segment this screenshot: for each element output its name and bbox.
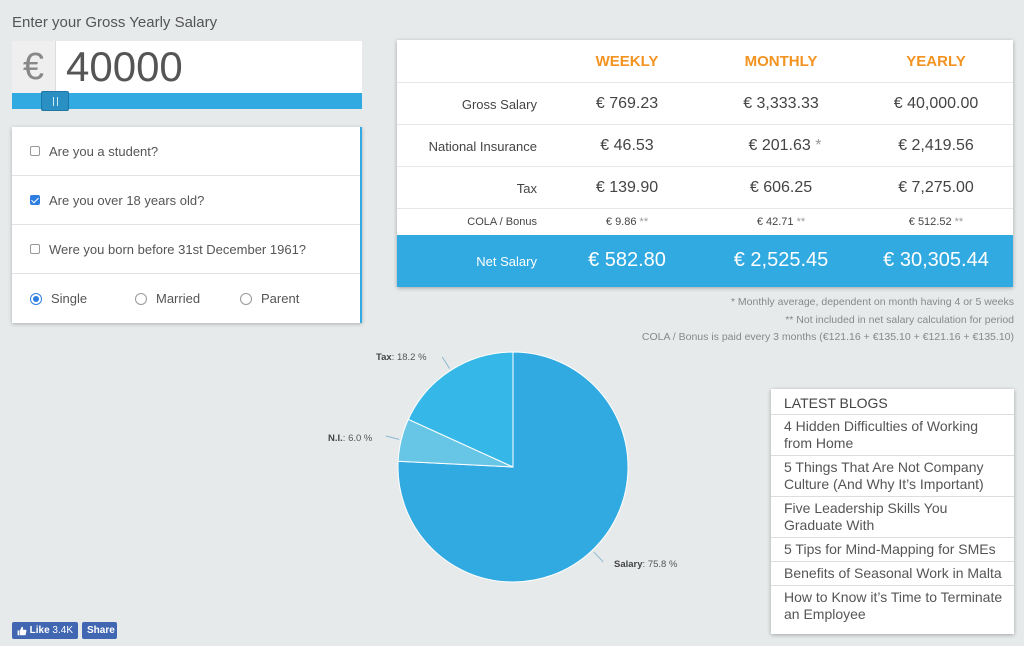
- blog-link[interactable]: Five Leadership Skills You Graduate With: [771, 497, 1014, 538]
- student-label: Are you a student?: [49, 143, 159, 159]
- salary-input[interactable]: [56, 41, 362, 93]
- net-weekly: € 582.80: [588, 249, 666, 271]
- column-monthly: MONTHLY: [744, 53, 818, 70]
- gross-weekly: € 769.23: [595, 95, 659, 112]
- row-label: COLA / Bonus: [467, 216, 537, 228]
- column-weekly: WEEKLY: [595, 53, 659, 70]
- salary-pie-chart: Tax: 18.2 % N.I.: 6.0 % Salary: 75.8 %: [320, 345, 720, 595]
- salary-slider-handle[interactable]: [41, 91, 69, 111]
- salary-slider-track[interactable]: [12, 93, 362, 109]
- blog-link[interactable]: 5 Things That Are Not Company Culture (A…: [771, 456, 1014, 497]
- ni-monthly: € 201.63 *: [748, 137, 822, 154]
- married-radio[interactable]: [135, 292, 147, 305]
- footnote-1: * Monthly average, dependent on month ha…: [730, 296, 1014, 308]
- table-row: Gross Salary € 769.23 € 3,333.33 € 40,00…: [397, 82, 1013, 124]
- parent-label: Parent: [261, 291, 300, 306]
- pie-label-ni: N.I.: 6.0 %: [328, 433, 373, 444]
- parent-radio[interactable]: [240, 292, 252, 305]
- pie-slice-tax: [407, 351, 514, 468]
- share-label: Share: [87, 625, 115, 636]
- student-checkbox[interactable]: [30, 146, 40, 156]
- before1961-label: Were you born before 31st December 1961?: [49, 241, 307, 257]
- euro-symbol: €: [12, 41, 56, 93]
- latest-blogs-panel: LATEST BLOGS 4 Hidden Difficulties of Wo…: [771, 389, 1014, 634]
- options-panel: Are you a student? Are you over 18 years…: [12, 127, 362, 323]
- over18-label: Are you over 18 years old?: [49, 192, 205, 208]
- before1961-checkbox[interactable]: [30, 244, 40, 254]
- married-option[interactable]: Married: [135, 291, 240, 306]
- row-label: National Insurance: [428, 139, 537, 154]
- single-radio[interactable]: [30, 292, 42, 305]
- like-label: Like: [29, 625, 50, 636]
- salary-breakdown-table: WEEKLY MONTHLY YEARLY Gross Salary € 769…: [397, 40, 1013, 287]
- blog-link[interactable]: 5 Tips for Mind-Mapping for SMEs: [771, 538, 1014, 562]
- student-option[interactable]: Are you a student?: [12, 127, 360, 176]
- over18-checkbox[interactable]: [30, 195, 40, 205]
- net-salary-row: Net Salary € 582.80 € 2,525.45 € 30,305.…: [397, 235, 1013, 287]
- ni-weekly: € 46.53: [600, 137, 654, 154]
- footnote-2: ** Not included in net salary calculatio…: [785, 314, 1014, 326]
- footnote-3: COLA / Bonus is paid every 3 months (€12…: [641, 331, 1014, 343]
- married-label: Married: [156, 291, 201, 306]
- facebook-share-button[interactable]: Share: [82, 622, 117, 639]
- status-radio-row: Single Married Parent: [12, 274, 360, 323]
- table-header: WEEKLY MONTHLY YEARLY: [397, 40, 1013, 82]
- row-label: Tax: [516, 181, 537, 196]
- thumbs-up-icon: [17, 626, 27, 635]
- cola-yearly: € 512.52 **: [908, 216, 964, 228]
- single-label: Single: [51, 291, 88, 306]
- ni-yearly: € 2,419.56: [898, 137, 974, 154]
- row-label: Gross Salary: [461, 97, 537, 112]
- pie-svg: [385, 351, 629, 583]
- gross-monthly: € 3,333.33: [743, 95, 819, 112]
- before1961-option[interactable]: Were you born before 31st December 1961?: [12, 225, 360, 274]
- salary-label: Enter your Gross Yearly Salary: [12, 14, 218, 31]
- pie-connector-line: [593, 551, 604, 563]
- pie-connector-line: [385, 435, 400, 440]
- gross-yearly: € 40,000.00: [893, 95, 979, 112]
- single-option[interactable]: Single: [30, 291, 135, 306]
- tax-weekly: € 139.90: [595, 179, 659, 196]
- parent-option[interactable]: Parent: [240, 291, 299, 306]
- cola-weekly: € 9.86 **: [605, 216, 649, 228]
- tax-monthly: € 606.25: [749, 179, 813, 196]
- salary-input-group: €: [12, 41, 362, 111]
- blog-link[interactable]: Benefits of Seasonal Work in Malta: [771, 562, 1014, 586]
- pie-slice-salary: [397, 351, 629, 583]
- net-salary-label: Net Salary: [476, 254, 537, 269]
- pie-label-tax: Tax: 18.2 %: [376, 352, 427, 363]
- table-row: National Insurance € 46.53 € 201.63 * € …: [397, 124, 1013, 166]
- table-row: COLA / Bonus € 9.86 ** € 42.71 ** € 512.…: [397, 208, 1013, 235]
- blog-link[interactable]: How to Know it’s Time to Terminate an Em…: [784, 589, 1003, 622]
- like-count: 3.4K: [52, 625, 73, 636]
- blog-link[interactable]: 4 Hidden Difficulties of Working from Ho…: [771, 415, 1014, 456]
- tax-yearly: € 7,275.00: [898, 179, 974, 196]
- pie-connector-line: [441, 356, 451, 369]
- footnote-mark: *: [815, 137, 822, 154]
- net-yearly: € 30,305.44: [883, 249, 989, 271]
- pie-label-salary: Salary: 75.8 %: [614, 559, 678, 570]
- facebook-like-button[interactable]: Like 3.4K: [12, 622, 78, 639]
- latest-blogs-title: LATEST BLOGS: [771, 389, 1014, 415]
- table-row: Tax € 139.90 € 606.25 € 7,275.00: [397, 166, 1013, 208]
- column-yearly: YEARLY: [906, 53, 966, 70]
- over18-option[interactable]: Are you over 18 years old?: [12, 176, 360, 225]
- net-monthly: € 2,525.45: [733, 249, 829, 271]
- cola-monthly: € 42.71 **: [756, 216, 806, 228]
